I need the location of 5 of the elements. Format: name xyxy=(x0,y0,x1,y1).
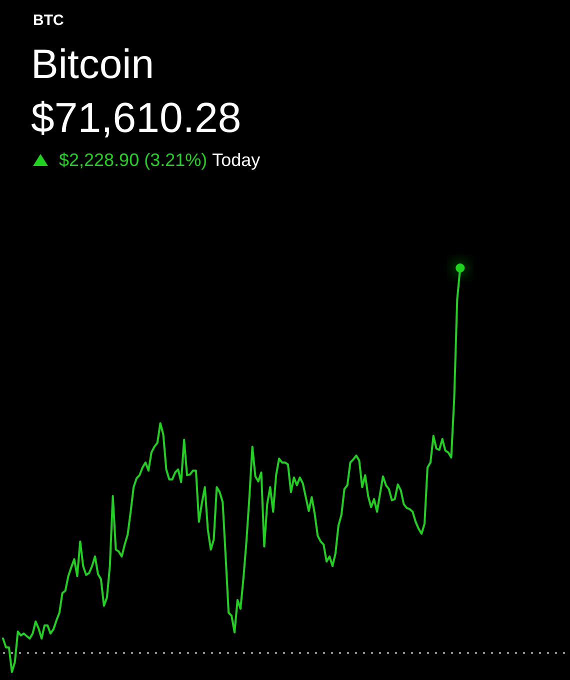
text: Today xyxy=(212,150,260,170)
chart-title: Bitcoin xyxy=(31,41,154,87)
text: BTC xyxy=(33,12,64,29)
text: $2,228.90 (3.21%) xyxy=(59,150,208,170)
chart-subtitle: $71,610.28 xyxy=(31,94,242,141)
